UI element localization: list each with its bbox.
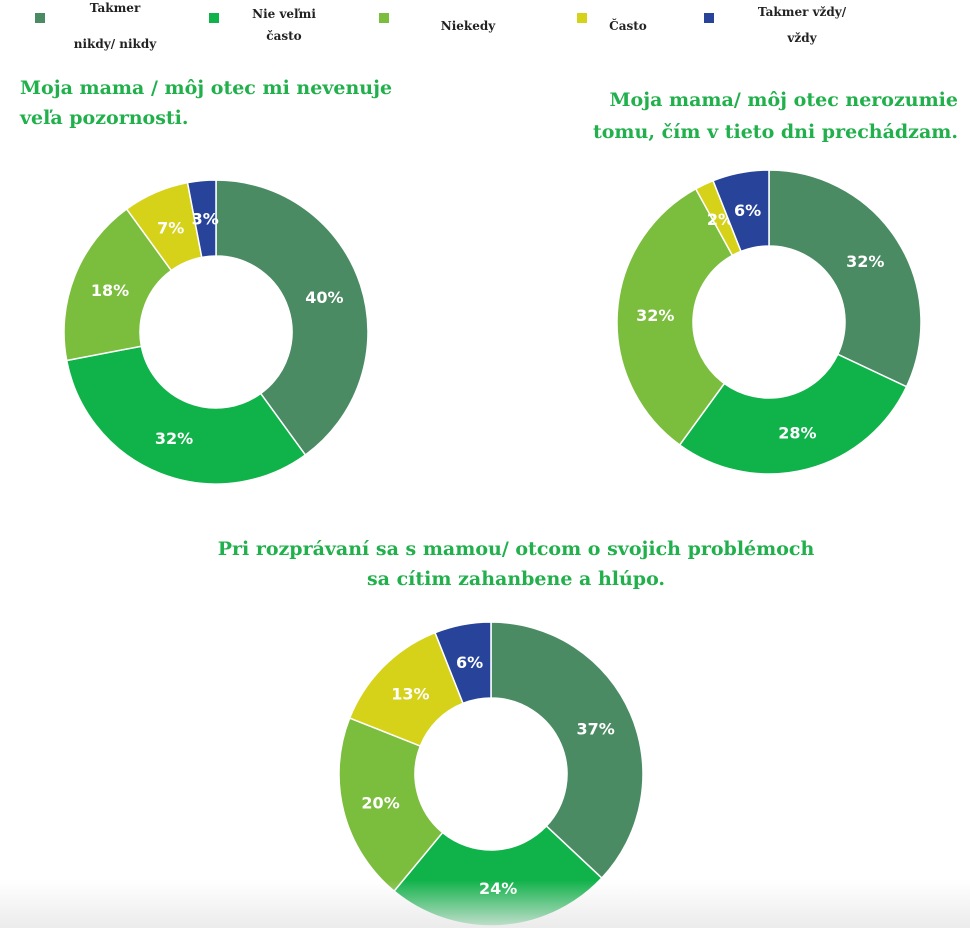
legend-marker	[209, 13, 219, 23]
donut-slice	[215, 179, 369, 457]
donut-slice	[434, 621, 492, 705]
donut-chart: Moja mama / môj otec mi nevenuje veľa poz…	[19, 77, 392, 485]
legend-label: Často	[609, 17, 647, 33]
data-label: 6%	[734, 201, 761, 220]
data-label: 6%	[456, 653, 483, 672]
chart-title: Pri rozprávaní sa s mamou/ otcom o svoji…	[218, 538, 815, 560]
legend-entry: Často	[577, 13, 647, 33]
legend-label: Takmer	[90, 1, 141, 15]
legend-label: Niekedy	[441, 19, 497, 33]
legend-label: často	[266, 29, 301, 43]
donut-slice	[63, 207, 173, 362]
donut-slice	[490, 621, 644, 880]
donut-slice	[616, 187, 734, 447]
legend-entry: Takmer vždy/vždy	[704, 5, 847, 45]
legend-entry: Takmer nikdy/ nikdy	[35, 1, 157, 51]
data-label: 32%	[636, 306, 674, 325]
data-label: 3%	[192, 210, 219, 229]
chart-title: tomu, čím v tieto dni prechádzam.	[593, 121, 958, 143]
donut-chart: Pri rozprávaní sa s mamou/ otcom o svoji…	[218, 538, 815, 927]
chart-title: veľa pozornosti.	[19, 107, 189, 129]
donut-slice	[186, 179, 217, 259]
data-label: 32%	[155, 429, 193, 448]
legend-marker	[35, 13, 45, 23]
legend-marker	[704, 13, 714, 23]
legend: Takmer nikdy/ nikdy Nie veľmi často Niekedy Č…	[35, 1, 847, 51]
data-label: 20%	[361, 793, 399, 812]
chart-title: sa cítim zahanbene a hlúpo.	[367, 568, 665, 590]
data-label: 40%	[305, 288, 343, 307]
donut-slice	[678, 353, 908, 475]
legend-entry: Niekedy	[379, 13, 496, 33]
donut-chart: Moja mama/ môj otec nerozumie tomu, čím v…	[593, 89, 958, 475]
data-label: 7%	[157, 218, 184, 237]
data-label: 28%	[778, 423, 816, 442]
data-label: 24%	[479, 879, 517, 898]
chart-title: Moja mama / môj otec mi nevenuje	[20, 77, 392, 99]
legend-label: nikdy/ nikdy	[74, 37, 158, 51]
data-label: 13%	[391, 684, 429, 703]
legend-label: Takmer vždy/	[758, 5, 847, 19]
legend-label: Nie veľmi	[252, 7, 316, 21]
legend-label: vždy	[786, 31, 817, 45]
legend-marker	[577, 13, 587, 23]
donut-slice	[65, 345, 307, 485]
donut-slice	[768, 169, 922, 388]
data-label: 32%	[846, 252, 884, 271]
data-label: 37%	[576, 720, 614, 739]
data-label: 18%	[91, 281, 129, 300]
legend-entry: Nie veľmi často	[209, 7, 316, 43]
donut-slice	[338, 717, 444, 893]
legend-marker	[379, 13, 389, 23]
chart-title: Moja mama/ môj otec nerozumie	[610, 89, 958, 111]
donut-slice	[712, 169, 770, 253]
